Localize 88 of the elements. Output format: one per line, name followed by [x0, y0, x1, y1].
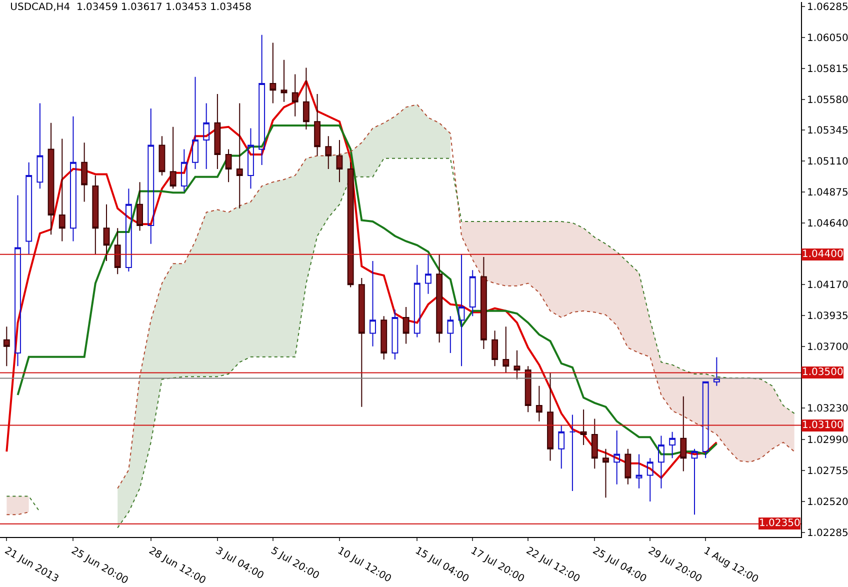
candlestick	[514, 350, 520, 380]
candlestick	[70, 116, 76, 242]
ref-line-label: 1.03500	[802, 367, 844, 378]
candlestick	[713, 356, 720, 386]
ref-line-label: 1.03100	[802, 420, 844, 431]
candlestick	[558, 424, 565, 470]
candlestick	[492, 330, 498, 367]
candlestick	[480, 256, 487, 350]
candlestick	[536, 385, 542, 422]
candlestick	[347, 162, 354, 288]
candlestick	[502, 326, 510, 374]
candlestick	[170, 126, 176, 190]
y-tick-label: 1.02285	[807, 528, 848, 539]
candlestick	[103, 204, 110, 262]
y-tick-label: 1.03700	[807, 342, 848, 353]
candlestick	[148, 108, 154, 244]
candlestick	[392, 309, 398, 360]
candlestick	[370, 260, 376, 347]
candlestick	[547, 372, 554, 462]
y-tick-label: 1.03935	[807, 311, 848, 322]
candlestick	[458, 254, 465, 367]
candlestick	[314, 94, 321, 156]
candlestick	[436, 254, 443, 343]
candlestick	[591, 418, 598, 470]
y-tick-label: 1.02520	[807, 497, 848, 508]
candlestick	[58, 138, 66, 242]
candlestick	[380, 316, 388, 360]
chart-title: USDCAD,H4 1.03459 1.03617 1.03453 1.03458	[10, 2, 252, 13]
candlestick	[624, 448, 632, 485]
candlestick	[225, 148, 232, 183]
y-tick-label: 1.04640	[807, 218, 848, 230]
candlestick	[702, 381, 709, 459]
y-tick-label: 1.02755	[807, 466, 848, 478]
candlestick	[81, 142, 88, 202]
y-tick-label: 1.02990	[807, 435, 848, 446]
y-tick-label: 1.04875	[807, 187, 848, 198]
candlestick	[602, 448, 609, 498]
candlestick	[658, 435, 664, 489]
candlestick	[569, 414, 576, 492]
y-tick-label: 1.05815	[807, 64, 848, 75]
candlestick	[48, 122, 54, 236]
candlestick	[92, 175, 99, 255]
y-tick-label: 1.03230	[807, 404, 848, 415]
candlestick	[414, 264, 420, 338]
candlestick	[236, 102, 243, 209]
y-tick-label: 1.04170	[807, 280, 848, 292]
candlestick	[214, 94, 221, 170]
candlestick	[580, 408, 587, 446]
candlestick	[636, 454, 642, 489]
candlestick	[203, 102, 210, 170]
ref-line-label: 1.04400	[802, 249, 844, 260]
candlestick	[248, 128, 254, 190]
candlestick	[469, 270, 476, 317]
y-tick-label: 1.06285	[807, 2, 848, 14]
candlestick	[614, 430, 620, 485]
candlestick	[258, 34, 266, 166]
y-tick-label: 1.06050	[807, 32, 848, 44]
candlestick	[292, 74, 298, 117]
y-tick-label: 1.05110	[807, 156, 848, 168]
candlestick	[270, 42, 276, 104]
candlestick	[358, 278, 365, 408]
candlestick	[646, 458, 654, 502]
candlestick	[447, 316, 454, 354]
y-tick-label: 1.05345	[807, 126, 848, 137]
candlestick	[192, 76, 198, 170]
candlestick	[669, 431, 676, 459]
candlestick	[136, 182, 143, 232]
candlestick	[325, 136, 332, 170]
candlestick	[402, 306, 410, 344]
line-series	[16, 124, 718, 456]
y-tick-label: 1.05580	[807, 94, 848, 106]
candlestick	[125, 188, 132, 272]
candlestick	[36, 102, 44, 190]
line-series	[6, 80, 718, 479]
candlestick	[26, 162, 32, 255]
candlestick	[180, 148, 188, 192]
ref-line-label: 1.02350	[759, 518, 800, 529]
candlestick	[302, 67, 310, 130]
candlestick	[114, 228, 121, 275]
candlestick	[691, 448, 698, 516]
candlestick	[680, 396, 687, 472]
candlestick	[524, 366, 532, 413]
candlestick	[425, 254, 432, 294]
candlestick	[280, 59, 288, 102]
candlestick	[158, 136, 166, 176]
candlestick	[3, 326, 10, 367]
candlestick	[336, 140, 343, 183]
candlestick	[14, 194, 21, 367]
